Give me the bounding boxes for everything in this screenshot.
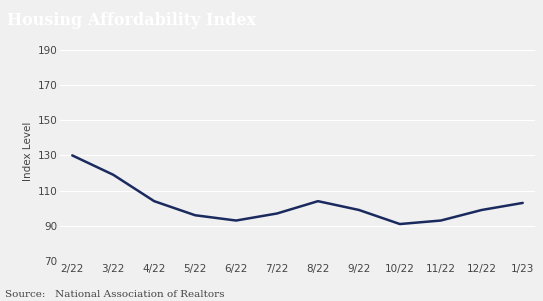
Y-axis label: Index Level: Index Level xyxy=(23,121,33,181)
Text: Source:   National Association of Realtors: Source: National Association of Realtors xyxy=(5,290,225,299)
Text: Housing Affordability Index: Housing Affordability Index xyxy=(7,12,256,29)
